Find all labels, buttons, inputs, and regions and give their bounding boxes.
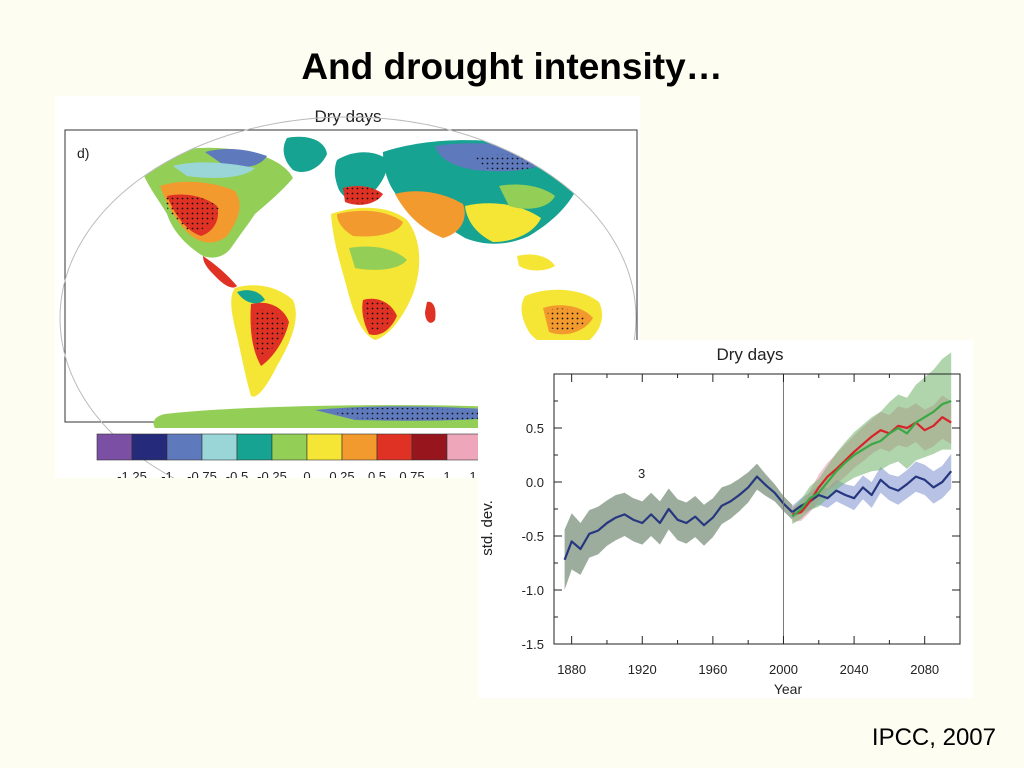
y-tick-label: -0.5 <box>522 529 544 544</box>
x-tick-label: 1920 <box>628 662 657 677</box>
slide-title: And drought intensity… <box>301 46 723 87</box>
x-tick-label: 1960 <box>698 662 727 677</box>
colorbar-swatch <box>236 433 273 461</box>
stipple-north-america <box>163 194 219 231</box>
x-tick-label: 2080 <box>910 662 939 677</box>
colorbar-swatch <box>201 433 238 461</box>
stipple-antarctica <box>325 407 515 421</box>
series-band <box>792 352 952 525</box>
africa-land <box>331 207 420 340</box>
globe-outline <box>59 116 637 478</box>
series-line <box>791 399 952 518</box>
colorbar-tick-label: 0.25 <box>329 469 354 478</box>
sahel-zone <box>349 246 407 270</box>
series-band <box>792 453 952 519</box>
colorbar-swatch <box>271 433 308 461</box>
colorbar-swatch <box>446 433 483 461</box>
colorbar-tick-label: -1 <box>161 469 173 478</box>
maritime-asia-land <box>517 254 555 271</box>
colorbar-swatch <box>341 433 378 461</box>
x-axis-label: Year <box>774 681 803 697</box>
colorbar-swatch <box>96 433 133 461</box>
map-panel-label: d) <box>77 145 89 161</box>
stipple-mediterranean <box>343 186 383 204</box>
stipple-southern-africa <box>365 300 393 330</box>
sahara-zone <box>337 210 403 237</box>
chart-title: Dry days <box>716 345 783 364</box>
series-line <box>791 470 953 514</box>
y-tick-label: 0.0 <box>526 475 544 490</box>
colorbar-tick-label: 0.75 <box>399 469 424 478</box>
colorbar-tick-label: 0 <box>303 469 310 478</box>
series-line <box>792 416 952 516</box>
stipple-australia <box>547 308 587 331</box>
chart-axes: 1880 1920 1960 2000 2040 2080 -1.5 -1.0 -0.5 0.0 0… <box>522 373 961 677</box>
y-tick-label: 0.5 <box>526 421 544 436</box>
colorbar-tick-label: -1.25 <box>117 469 147 478</box>
x-tick-label: 2000 <box>769 662 798 677</box>
series-band <box>564 463 793 590</box>
y-axis-label: std. dev. <box>479 500 496 556</box>
canada-wet-zone <box>205 149 267 168</box>
chart-panel-label-fragment: 3 <box>638 466 645 481</box>
series-line <box>563 475 794 561</box>
colorbar-swatch <box>411 433 448 461</box>
timeseries-chart: Dry days 3 1880 1920 1960 2000 2040 2080 -1.5 -… <box>479 345 961 697</box>
stipple-south-america <box>252 308 285 355</box>
dry-days-timeseries-panel: Dry days 3 1880 1920 1960 2000 2040 2080 -1.5 -… <box>478 340 973 698</box>
x-tick-label: 2040 <box>840 662 869 677</box>
colorbar-swatch <box>166 433 203 461</box>
colorbar-swatch <box>131 433 168 461</box>
colorbar-tick-label: -0.75 <box>187 469 217 478</box>
colorbar-tick-label: 0.5 <box>368 469 386 478</box>
amazon-wet-zone <box>237 290 265 304</box>
y-tick-label: -1.0 <box>522 583 544 598</box>
uncertainty-bands <box>564 352 952 590</box>
madagascar-land <box>425 301 436 323</box>
colorbar-swatch <box>306 433 343 461</box>
x-tick-label: 1880 <box>557 662 586 677</box>
colorbar-tick-label: -0.25 <box>257 469 287 478</box>
colorbar-tick-label: 1 <box>443 469 450 478</box>
series-lines <box>563 399 953 561</box>
middle-east-dry-zone <box>395 191 465 238</box>
central-america-land <box>203 256 237 288</box>
south-asia-zone <box>465 203 541 242</box>
source-credit: IPCC, 2007 <box>871 724 996 751</box>
china-zone <box>499 184 555 209</box>
greenland-land <box>283 136 327 173</box>
colorbar-swatch <box>376 433 413 461</box>
canada-mild-zone <box>173 162 255 178</box>
y-tick-label: -1.5 <box>522 637 544 652</box>
colorbar-tick-label: -0.5 <box>226 469 248 478</box>
